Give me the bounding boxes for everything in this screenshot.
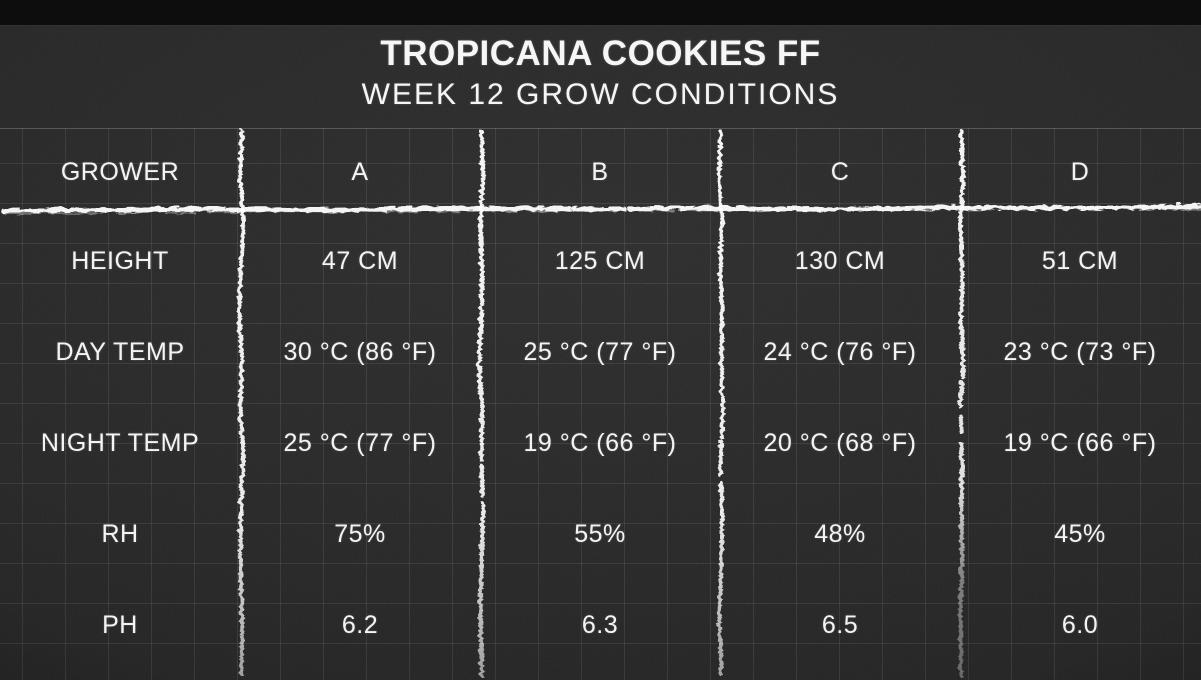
cell-day-temp-c: 24 °C (76 °F): [763, 338, 917, 366]
column-header-b: B: [591, 157, 609, 186]
cell-night-temp-a: 25 °C (77 °F): [283, 429, 437, 457]
cell-night-temp-c: 20 °C (68 °F): [763, 429, 917, 457]
cell-day-temp-b: 25 °C (77 °F): [523, 338, 677, 366]
page-subtitle: WEEK 12 GROW CONDITIONS: [361, 78, 840, 111]
header: TROPICANA COOKIES FF WEEK 12 GROW CONDIT…: [0, 34, 1201, 112]
cell-ph-a: 6.2: [341, 611, 379, 639]
row-label-rh: RH: [101, 520, 139, 548]
cell-night-temp-b: 19 °C (66 °F): [523, 429, 677, 457]
grow-conditions-table: GROWER A B C D HEIGHT 47 CM 125 CM 130 C…: [0, 128, 1200, 671]
cell-rh-d: 45%: [1054, 520, 1106, 548]
cell-height-a: 47 CM: [321, 247, 399, 275]
cell-rh-a: 75%: [334, 520, 386, 548]
cell-rh-b: 55%: [574, 520, 626, 548]
page-title: TROPICANA COOKIES FF: [380, 34, 821, 73]
column-header-c: C: [830, 157, 850, 186]
row-label-height: HEIGHT: [71, 247, 169, 275]
board-top-frame: [0, 0, 1201, 26]
cell-ph-c: 6.5: [821, 611, 859, 639]
row-label-night-temp: NIGHT TEMP: [40, 429, 200, 457]
cell-rh-c: 48%: [814, 520, 866, 548]
column-header-d: D: [1070, 157, 1090, 186]
cell-height-b: 125 CM: [554, 247, 646, 275]
cell-day-temp-d: 23 °C (73 °F): [1003, 338, 1157, 366]
column-header-a: A: [351, 157, 369, 186]
cell-night-temp-d: 19 °C (66 °F): [1003, 429, 1157, 457]
cell-height-d: 51 CM: [1041, 247, 1119, 275]
cell-height-c: 130 CM: [794, 247, 886, 275]
row-label-ph: PH: [102, 611, 138, 639]
cell-ph-b: 6.3: [581, 611, 619, 639]
cell-ph-d: 6.0: [1061, 611, 1099, 639]
cell-day-temp-a: 30 °C (86 °F): [283, 338, 437, 366]
column-header-grower: GROWER: [60, 157, 180, 186]
row-label-day-temp: DAY TEMP: [55, 338, 185, 366]
